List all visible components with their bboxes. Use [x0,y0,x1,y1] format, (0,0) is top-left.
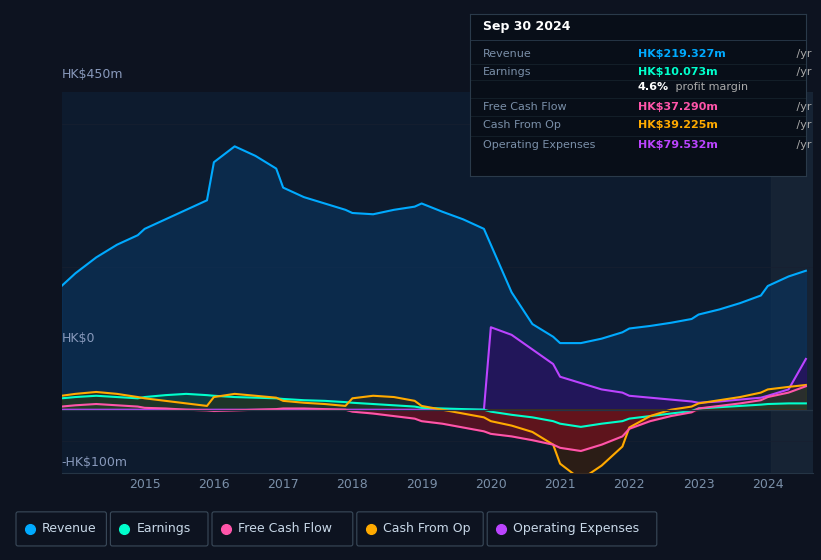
Text: HK$10.073m: HK$10.073m [638,67,718,77]
Text: -HK$100m: -HK$100m [62,455,127,469]
Text: HK$79.532m: HK$79.532m [638,140,718,150]
Text: Earnings: Earnings [136,522,190,535]
Text: /yr: /yr [793,140,811,150]
Text: Earnings: Earnings [483,67,531,77]
Text: Cash From Op: Cash From Op [483,120,561,130]
Text: HK$450m: HK$450m [62,68,123,81]
Text: /yr: /yr [793,101,811,111]
Text: /yr: /yr [793,120,811,130]
Text: Free Cash Flow: Free Cash Flow [483,101,566,111]
Text: Cash From Op: Cash From Op [383,522,470,535]
Text: Revenue: Revenue [483,49,532,59]
Text: HK$219.327m: HK$219.327m [638,49,726,59]
Text: Operating Expenses: Operating Expenses [483,140,595,150]
Text: 4.6%: 4.6% [638,82,669,92]
Text: Revenue: Revenue [42,522,97,535]
Text: HK$39.225m: HK$39.225m [638,120,718,130]
Text: /yr: /yr [793,67,811,77]
Text: Free Cash Flow: Free Cash Flow [238,522,332,535]
Text: HK$37.290m: HK$37.290m [638,101,718,111]
Text: Sep 30 2024: Sep 30 2024 [483,21,571,34]
Text: Operating Expenses: Operating Expenses [513,522,640,535]
Text: HK$0: HK$0 [62,332,95,346]
Bar [771,92,813,473]
Text: profit margin: profit margin [672,82,748,92]
Text: /yr: /yr [793,49,811,59]
